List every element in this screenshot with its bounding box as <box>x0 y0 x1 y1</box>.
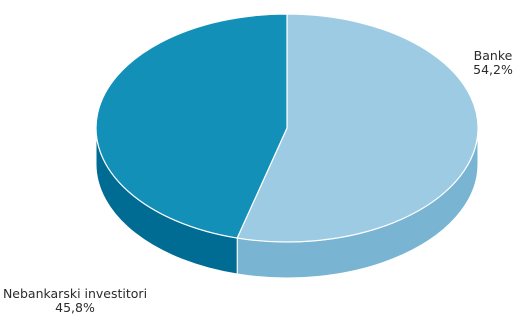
pie-slice-banke <box>236 13 479 243</box>
slice-label-nebankarski-value: 45,8% <box>55 300 95 315</box>
slice-label-banke-name: Banke <box>473 48 513 63</box>
slice-label-banke-value: 54,2% <box>473 62 513 77</box>
slice-label-banke: Banke 54,2% <box>458 49 528 77</box>
pie-slice-nebankarski <box>95 13 288 239</box>
slice-label-nebankarski-name: Nebankarski investitori <box>2 286 148 301</box>
slice-label-nebankarski: Nebankarski investitori 45,8% <box>0 287 150 315</box>
